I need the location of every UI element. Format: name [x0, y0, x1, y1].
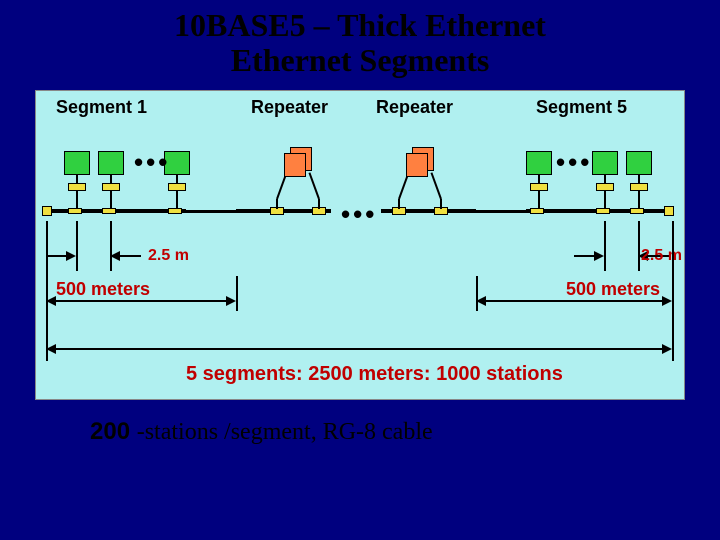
repeater — [406, 147, 432, 175]
arrow-head — [594, 251, 604, 261]
arrow-head — [662, 296, 672, 306]
dim-line — [119, 255, 141, 257]
cable-tap — [630, 208, 644, 214]
tap — [530, 183, 548, 191]
spacing-label-left: 2.5 m — [148, 247, 189, 265]
length-label-right: 500 meters — [566, 279, 660, 300]
dim-line — [55, 300, 227, 302]
repeater-label-1: Repeater — [251, 97, 328, 118]
tap — [596, 183, 614, 191]
tap — [630, 183, 648, 191]
tick — [76, 221, 78, 271]
drop-line — [76, 191, 78, 209]
drop-line — [110, 191, 112, 209]
terminator — [42, 206, 52, 216]
drop-line — [538, 191, 540, 209]
dim-line — [574, 255, 596, 257]
arrow-head — [662, 344, 672, 354]
station — [64, 151, 90, 175]
terminator — [664, 206, 674, 216]
footer-note: 200 -stations /segment, RG-8 cable — [90, 418, 433, 446]
ethernet-diagram: Segment 1 Repeater Repeater Segment 5 ••… — [35, 90, 685, 400]
ellipsis: ••• — [134, 147, 170, 178]
cable-tap — [596, 208, 610, 214]
connector-cable — [476, 210, 526, 213]
tick — [236, 276, 238, 311]
drop-line — [440, 199, 442, 209]
tick — [638, 221, 640, 271]
station — [592, 151, 618, 175]
tap — [168, 183, 186, 191]
repeater-cable — [430, 172, 441, 199]
segment5-label: Segment 5 — [536, 97, 627, 118]
station — [526, 151, 552, 175]
connector-cable — [186, 210, 236, 213]
spacing-label-right: 2.5 m — [641, 247, 682, 265]
repeater-cable — [308, 172, 319, 199]
cable-tap — [102, 208, 116, 214]
drop-line — [276, 199, 278, 209]
tap — [102, 183, 120, 191]
title-line2: Ethernet Segments — [231, 42, 490, 78]
ellipsis: ••• — [556, 147, 592, 178]
cable-tap — [168, 208, 182, 214]
arrow-head — [66, 251, 76, 261]
dim-line — [485, 300, 663, 302]
cable-tap — [530, 208, 544, 214]
station — [98, 151, 124, 175]
segment1-label: Segment 1 — [56, 97, 147, 118]
dim-line — [55, 348, 663, 350]
dim-line — [46, 255, 68, 257]
cable-tap — [68, 208, 82, 214]
tick — [110, 221, 112, 271]
tap — [68, 183, 86, 191]
ellipsis: ••• — [341, 199, 377, 230]
station — [626, 151, 652, 175]
drop-line — [604, 191, 606, 209]
drop-line — [176, 191, 178, 209]
tick — [604, 221, 606, 271]
repeater-label-2: Repeater — [376, 97, 453, 118]
drop-line — [638, 191, 640, 209]
footer-number: 200 — [90, 418, 137, 445]
length-label-left: 500 meters — [56, 279, 150, 300]
arrow-head — [226, 296, 236, 306]
drop-line — [318, 199, 320, 209]
total-label: 5 segments: 2500 meters: 1000 stations — [186, 363, 563, 386]
footer-text: -stations /segment, RG-8 cable — [137, 419, 433, 445]
tick — [672, 221, 674, 361]
drop-line — [398, 199, 400, 209]
title-line1: 10BASE5 – Thick Ethernet — [174, 7, 546, 43]
repeater — [284, 147, 310, 175]
